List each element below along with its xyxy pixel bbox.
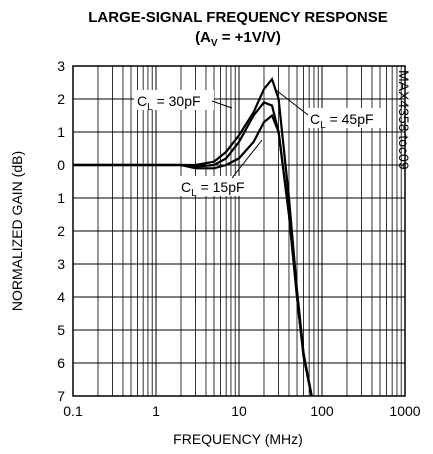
y-tick-label: 3 <box>57 256 65 272</box>
x-tick-label: 100 <box>310 403 334 419</box>
y-tick-label: 6 <box>57 355 65 371</box>
annotation-part: C <box>137 93 147 109</box>
plot-frame <box>72 65 406 397</box>
x-tick-label: 0.1 <box>63 403 83 419</box>
y-tick-label: 0 <box>57 157 65 173</box>
subtitle-part: = +1V/V) <box>218 29 281 46</box>
chart-subtitle: (AV = +1V/V) <box>195 29 281 49</box>
arrow <box>211 100 233 109</box>
y-tick-label: 2 <box>57 223 65 239</box>
label-bg <box>134 90 214 110</box>
label-bg <box>178 176 258 196</box>
y-axis-label: NORMALIZED GAIN (dB) <box>9 151 25 311</box>
chart-title: LARGE-SIGNAL FREQUENCY RESPONSE <box>88 9 388 26</box>
y-tick-label: 3 <box>57 58 65 74</box>
y-tick-label: 4 <box>57 289 65 305</box>
series-line <box>73 113 313 396</box>
y-tick-label: 5 <box>57 322 65 338</box>
series-line <box>73 100 313 396</box>
arrow <box>275 89 309 116</box>
x-tick-label: 10 <box>231 403 247 419</box>
annotation-sub: L <box>147 102 153 113</box>
annotation-part: C <box>181 179 191 195</box>
annotation: CL = 15pF <box>181 179 245 199</box>
plot-area <box>72 65 406 397</box>
annotation-part: C <box>310 111 320 127</box>
annotation-sub: L <box>320 120 326 131</box>
annotation-part: = 30pF <box>153 93 201 109</box>
annotation-part: = 15pF <box>197 179 245 195</box>
annotation: CL = 45pF <box>310 111 374 131</box>
annotations: CL = 30pF CL = 45pF CL = 15pF <box>134 89 386 199</box>
y-tick-label: 1 <box>57 124 65 140</box>
subtitle-sub: V <box>211 38 218 49</box>
x-tick-label: 1 <box>152 403 160 419</box>
x-axis-label: FREQUENCY (MHz) <box>173 431 303 447</box>
label-bg <box>306 108 386 128</box>
y-tick-label: 2 <box>57 91 65 107</box>
series-line <box>73 76 313 396</box>
subtitle-part: (A <box>195 29 211 46</box>
y-tick-label: 7 <box>57 388 65 404</box>
side-note: MAX4358 toc09 <box>396 70 412 170</box>
arrow <box>231 139 263 179</box>
annotation-part: = 45pF <box>326 111 374 127</box>
annotation-sub: L <box>191 188 197 199</box>
annotation: CL = 30pF <box>137 93 201 113</box>
x-tick-label: 1000 <box>389 403 420 419</box>
y-tick-label: 1 <box>57 190 65 206</box>
